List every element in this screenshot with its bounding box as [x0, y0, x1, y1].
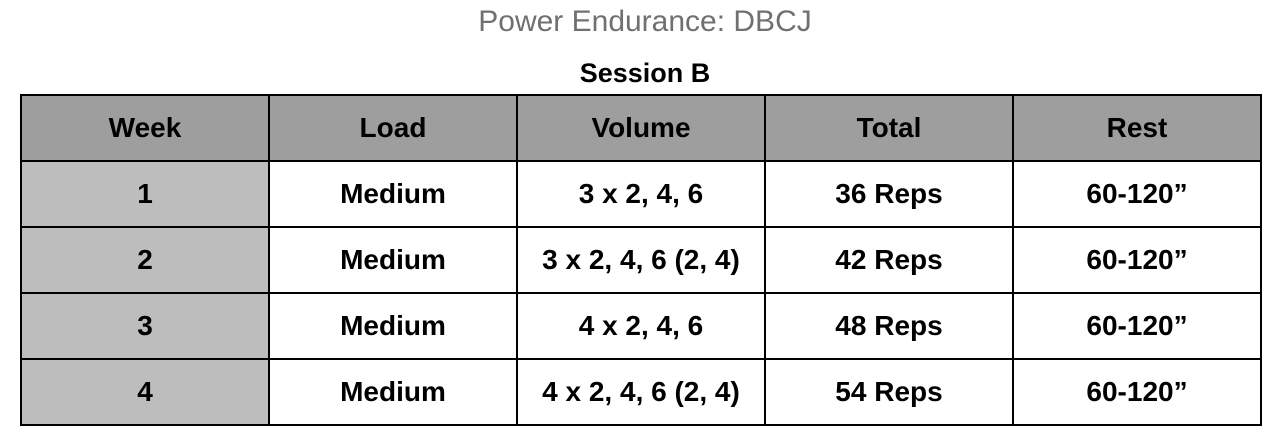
table-row: 3 Medium 4 x 2, 4, 6 48 Reps 60-120” — [20, 292, 1262, 360]
rest-cell: 60-120” — [1012, 358, 1262, 426]
total-cell: 54 Reps — [764, 358, 1014, 426]
volume-cell: 3 x 2, 4, 6 — [516, 160, 766, 228]
total-cell: 48 Reps — [764, 292, 1014, 360]
week-cell: 1 — [20, 160, 270, 228]
table-row: 4 Medium 4 x 2, 4, 6 (2, 4) 54 Reps 60-1… — [20, 358, 1262, 426]
session-subtitle: Session B — [579, 58, 711, 88]
header-rest: Rest — [1012, 94, 1262, 162]
header-row: Week Load Volume Total Rest — [20, 94, 1262, 162]
volume-cell: 3 x 2, 4, 6 (2, 4) — [516, 226, 766, 294]
header-week: Week — [20, 94, 270, 162]
rest-cell: 60-120” — [1012, 226, 1262, 294]
page-title: Power Endurance: DBCJ — [478, 5, 812, 38]
header-total: Total — [764, 94, 1014, 162]
load-cell: Medium — [268, 160, 518, 228]
header-volume: Volume — [516, 94, 766, 162]
week-cell: 3 — [20, 292, 270, 360]
rest-cell: 60-120” — [1012, 292, 1262, 360]
load-cell: Medium — [268, 358, 518, 426]
table-row: 2 Medium 3 x 2, 4, 6 (2, 4) 42 Reps 60-1… — [20, 226, 1262, 294]
week-cell: 4 — [20, 358, 270, 426]
week-cell: 2 — [20, 226, 270, 294]
load-cell: Medium — [268, 226, 518, 294]
total-cell: 42 Reps — [764, 226, 1014, 294]
training-table: Week Load Volume Total Rest 1 Medium 3 x… — [20, 94, 1262, 426]
rest-cell: 60-120” — [1012, 160, 1262, 228]
load-cell: Medium — [268, 292, 518, 360]
total-cell: 36 Reps — [764, 160, 1014, 228]
table-row: 1 Medium 3 x 2, 4, 6 36 Reps 60-120” — [20, 160, 1262, 228]
volume-cell: 4 x 2, 4, 6 — [516, 292, 766, 360]
table-body: 1 Medium 3 x 2, 4, 6 36 Reps 60-120” 2 M… — [20, 160, 1262, 426]
header-load: Load — [268, 94, 518, 162]
volume-cell: 4 x 2, 4, 6 (2, 4) — [516, 358, 766, 426]
table-header: Week Load Volume Total Rest — [20, 94, 1262, 162]
